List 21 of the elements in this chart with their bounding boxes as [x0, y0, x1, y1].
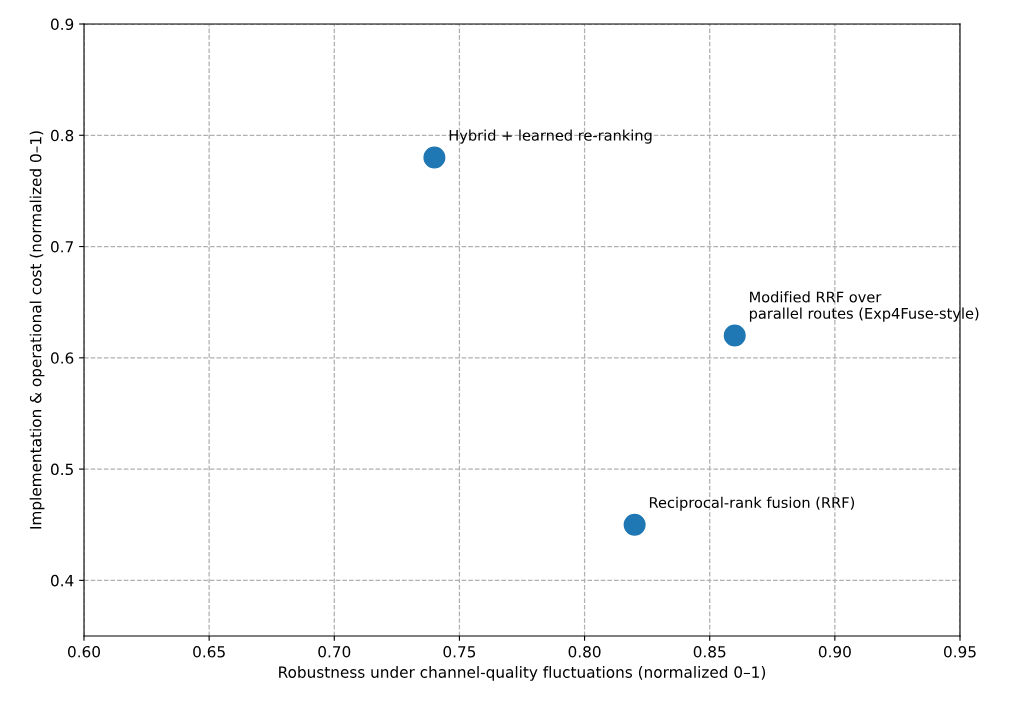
point	[423, 146, 446, 169]
point	[723, 324, 746, 347]
y-tick-label: 0.6	[50, 352, 74, 364]
x-tick-label: 0.75	[443, 645, 476, 658]
y-tick-label: 0.4	[50, 574, 74, 587]
x-tick-label: 0.90	[818, 645, 851, 658]
y-tick-label: 0.8	[50, 129, 74, 142]
x-tick-label: 0.80	[568, 645, 601, 658]
y-axis-title: Implementation & operational cost (normalized 0–1)	[29, 131, 45, 529]
annotation: Hybrid + learned re-ranking	[449, 129, 652, 144]
x-tick-label: 0.85	[693, 645, 726, 658]
x-tick-label: 0.60	[68, 645, 100, 658]
x-tick-label: 0.70	[318, 645, 351, 658]
point	[623, 513, 646, 536]
y-tick-label: 0.5	[50, 463, 73, 476]
y-tick-label: 0.7	[50, 241, 73, 253]
x-axis-title: Robustness under channel-quality fluctuations (normalized 0–1)	[279, 666, 766, 681]
x-tick-label: 0.65	[193, 645, 225, 658]
x-tick-label: 0.95	[944, 645, 976, 658]
y-tick-label: 0.9	[50, 18, 74, 31]
annotation: Reciprocal-rank fusion (RRF)	[649, 496, 855, 511]
